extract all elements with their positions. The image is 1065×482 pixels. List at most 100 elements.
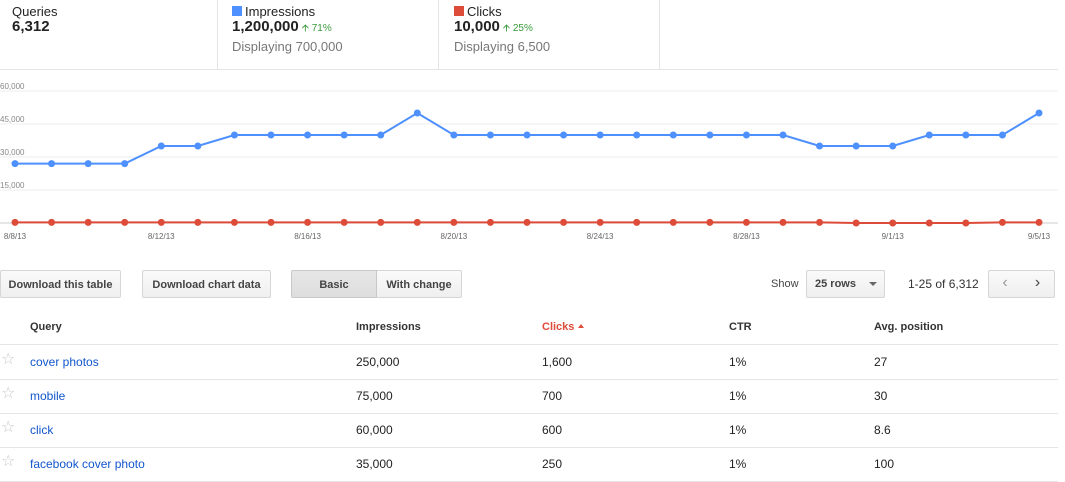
data-point-clicks (267, 218, 275, 226)
data-point-clicks (194, 218, 202, 226)
data-point-clicks (121, 218, 129, 226)
x-tick-label: 8/24/13 (587, 232, 614, 241)
y-tick-label: 15,000 (0, 181, 25, 190)
data-point-clicks (925, 219, 933, 227)
clicks-legend-swatch (454, 6, 464, 16)
column-header-avg-position[interactable]: Avg. position (874, 321, 944, 333)
data-point-impressions (11, 160, 19, 168)
with-change-view-toggle[interactable]: With change (377, 270, 462, 298)
data-point-clicks (413, 218, 421, 226)
data-point-impressions (450, 131, 458, 139)
data-point-impressions (84, 160, 92, 168)
data-point-impressions (377, 131, 385, 139)
data-point-impressions (633, 131, 641, 139)
x-tick-label: 9/5/13 (1028, 232, 1051, 241)
query-link[interactable]: cover photos (30, 355, 99, 369)
clicks-change-value: 25% (512, 23, 533, 34)
queries-stat: Queries 6,312 (0, 0, 218, 70)
y-tick-label: 60,000 (0, 82, 25, 91)
impressions-cell: 35,000 (356, 457, 393, 471)
download-table-button[interactable]: Download this table (0, 270, 121, 298)
data-point-impressions (486, 131, 494, 139)
data-point-impressions (304, 131, 312, 139)
data-point-impressions (669, 131, 677, 139)
impressions-value-wrap: 1,200,000 🡩 71% (232, 18, 332, 38)
data-point-clicks (304, 218, 312, 226)
stats-bar: Queries 6,312 Impressions 1,200,000 🡩 71%… (0, 0, 1065, 70)
query-link[interactable]: click (30, 423, 54, 437)
data-point-clicks (486, 218, 494, 226)
avg-position-cell: 27 (874, 355, 888, 369)
basic-view-toggle[interactable]: Basic (291, 270, 377, 298)
ctr-cell: 1% (729, 457, 747, 471)
column-header-query[interactable]: Query (30, 321, 62, 333)
data-point-clicks (1035, 218, 1043, 226)
column-header-impressions[interactable]: Impressions (356, 321, 421, 333)
star-icon[interactable]: ☆ (1, 351, 16, 368)
impressions-cell: 75,000 (356, 389, 393, 403)
table-row: ☆ mobile 75,000 700 1% 30 (0, 379, 1058, 414)
data-point-clicks (669, 218, 677, 226)
clicks-cell: 250 (542, 457, 563, 471)
impressions-label: Impressions (245, 4, 316, 19)
queries-label: Queries (12, 4, 58, 19)
ctr-cell: 1% (729, 355, 747, 369)
clicks-value: 10,000 (454, 18, 500, 35)
column-header-clicks[interactable]: Clicks (542, 321, 585, 333)
rows-per-page-select[interactable]: 25 rows (806, 270, 885, 298)
data-point-clicks (48, 218, 56, 226)
data-point-clicks (523, 218, 531, 226)
query-link[interactable]: facebook cover photo (30, 457, 145, 471)
divider (0, 69, 1058, 70)
data-point-impressions (340, 131, 348, 139)
x-tick-label: 9/1/13 (882, 232, 905, 241)
clicks-displaying: Displaying 6,500 (454, 39, 551, 54)
data-point-clicks (706, 218, 714, 226)
avg-position-cell: 8.6 (874, 423, 891, 437)
impressions-change: 🡩 71% (302, 23, 332, 34)
impressions-value: 1,200,000 (232, 18, 299, 35)
arrow-up-icon: 🡩 (502, 23, 511, 34)
table-header: Query Impressions Clicks CTR Avg. positi… (0, 312, 1058, 345)
data-point-impressions (523, 131, 531, 139)
data-point-clicks (560, 218, 568, 226)
impressions-change-value: 71% (311, 23, 332, 34)
data-point-impressions (121, 160, 129, 168)
next-page-button[interactable]: › (1021, 270, 1055, 298)
clicks-label-wrap: Clicks (454, 4, 502, 19)
star-icon[interactable]: ☆ (1, 385, 16, 402)
data-point-impressions (267, 131, 275, 139)
data-point-impressions (1035, 109, 1043, 117)
star-icon[interactable]: ☆ (1, 453, 16, 470)
data-point-clicks (852, 219, 860, 227)
x-tick-label: 8/12/13 (148, 232, 175, 241)
data-point-clicks (998, 218, 1006, 226)
queries-value: 6,312 (12, 18, 50, 35)
data-point-clicks (633, 218, 641, 226)
data-point-impressions (48, 160, 56, 168)
data-point-clicks (340, 218, 348, 226)
column-header-ctr[interactable]: CTR (729, 321, 752, 333)
impressions-displaying: Displaying 700,000 (232, 39, 343, 54)
ctr-cell: 1% (729, 423, 747, 437)
chevron-left-icon: ‹ (1002, 274, 1008, 291)
arrow-up-icon: 🡩 (301, 23, 309, 34)
x-tick-label: 8/8/13 (4, 232, 27, 241)
data-point-clicks (962, 219, 970, 227)
y-tick-label: 45,000 (0, 115, 25, 124)
clicks-stat[interactable]: Clicks 10,000 🡩 25% Displaying 6,500 (438, 0, 660, 70)
y-tick-label: 30,000 (0, 148, 25, 157)
table-row: ☆ click 60,000 600 1% 8.6 (0, 413, 1058, 448)
query-link[interactable]: mobile (30, 389, 66, 403)
data-point-clicks (742, 218, 750, 226)
data-point-clicks (230, 218, 238, 226)
download-chart-data-button[interactable]: Download chart data (142, 270, 271, 298)
avg-position-cell: 100 (874, 457, 895, 471)
show-label: Show (771, 278, 799, 290)
clicks-cell: 600 (542, 423, 563, 437)
star-icon[interactable]: ☆ (1, 419, 16, 436)
data-point-impressions (742, 131, 750, 139)
data-point-impressions (889, 142, 897, 150)
previous-page-button[interactable]: ‹ (988, 270, 1022, 298)
impressions-stat[interactable]: Impressions 1,200,000 🡩 71% Displaying 70… (217, 0, 439, 70)
